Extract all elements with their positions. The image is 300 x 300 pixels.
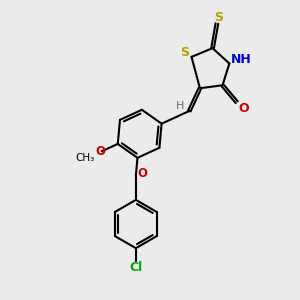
Text: O: O bbox=[95, 145, 105, 158]
Text: S: S bbox=[214, 11, 223, 23]
Text: H: H bbox=[176, 100, 185, 111]
Text: NH: NH bbox=[231, 53, 252, 66]
Text: S: S bbox=[180, 46, 189, 59]
Text: Cl: Cl bbox=[129, 261, 142, 274]
Text: O: O bbox=[137, 167, 147, 181]
Text: CH₃: CH₃ bbox=[75, 153, 94, 163]
Text: O: O bbox=[238, 102, 248, 115]
